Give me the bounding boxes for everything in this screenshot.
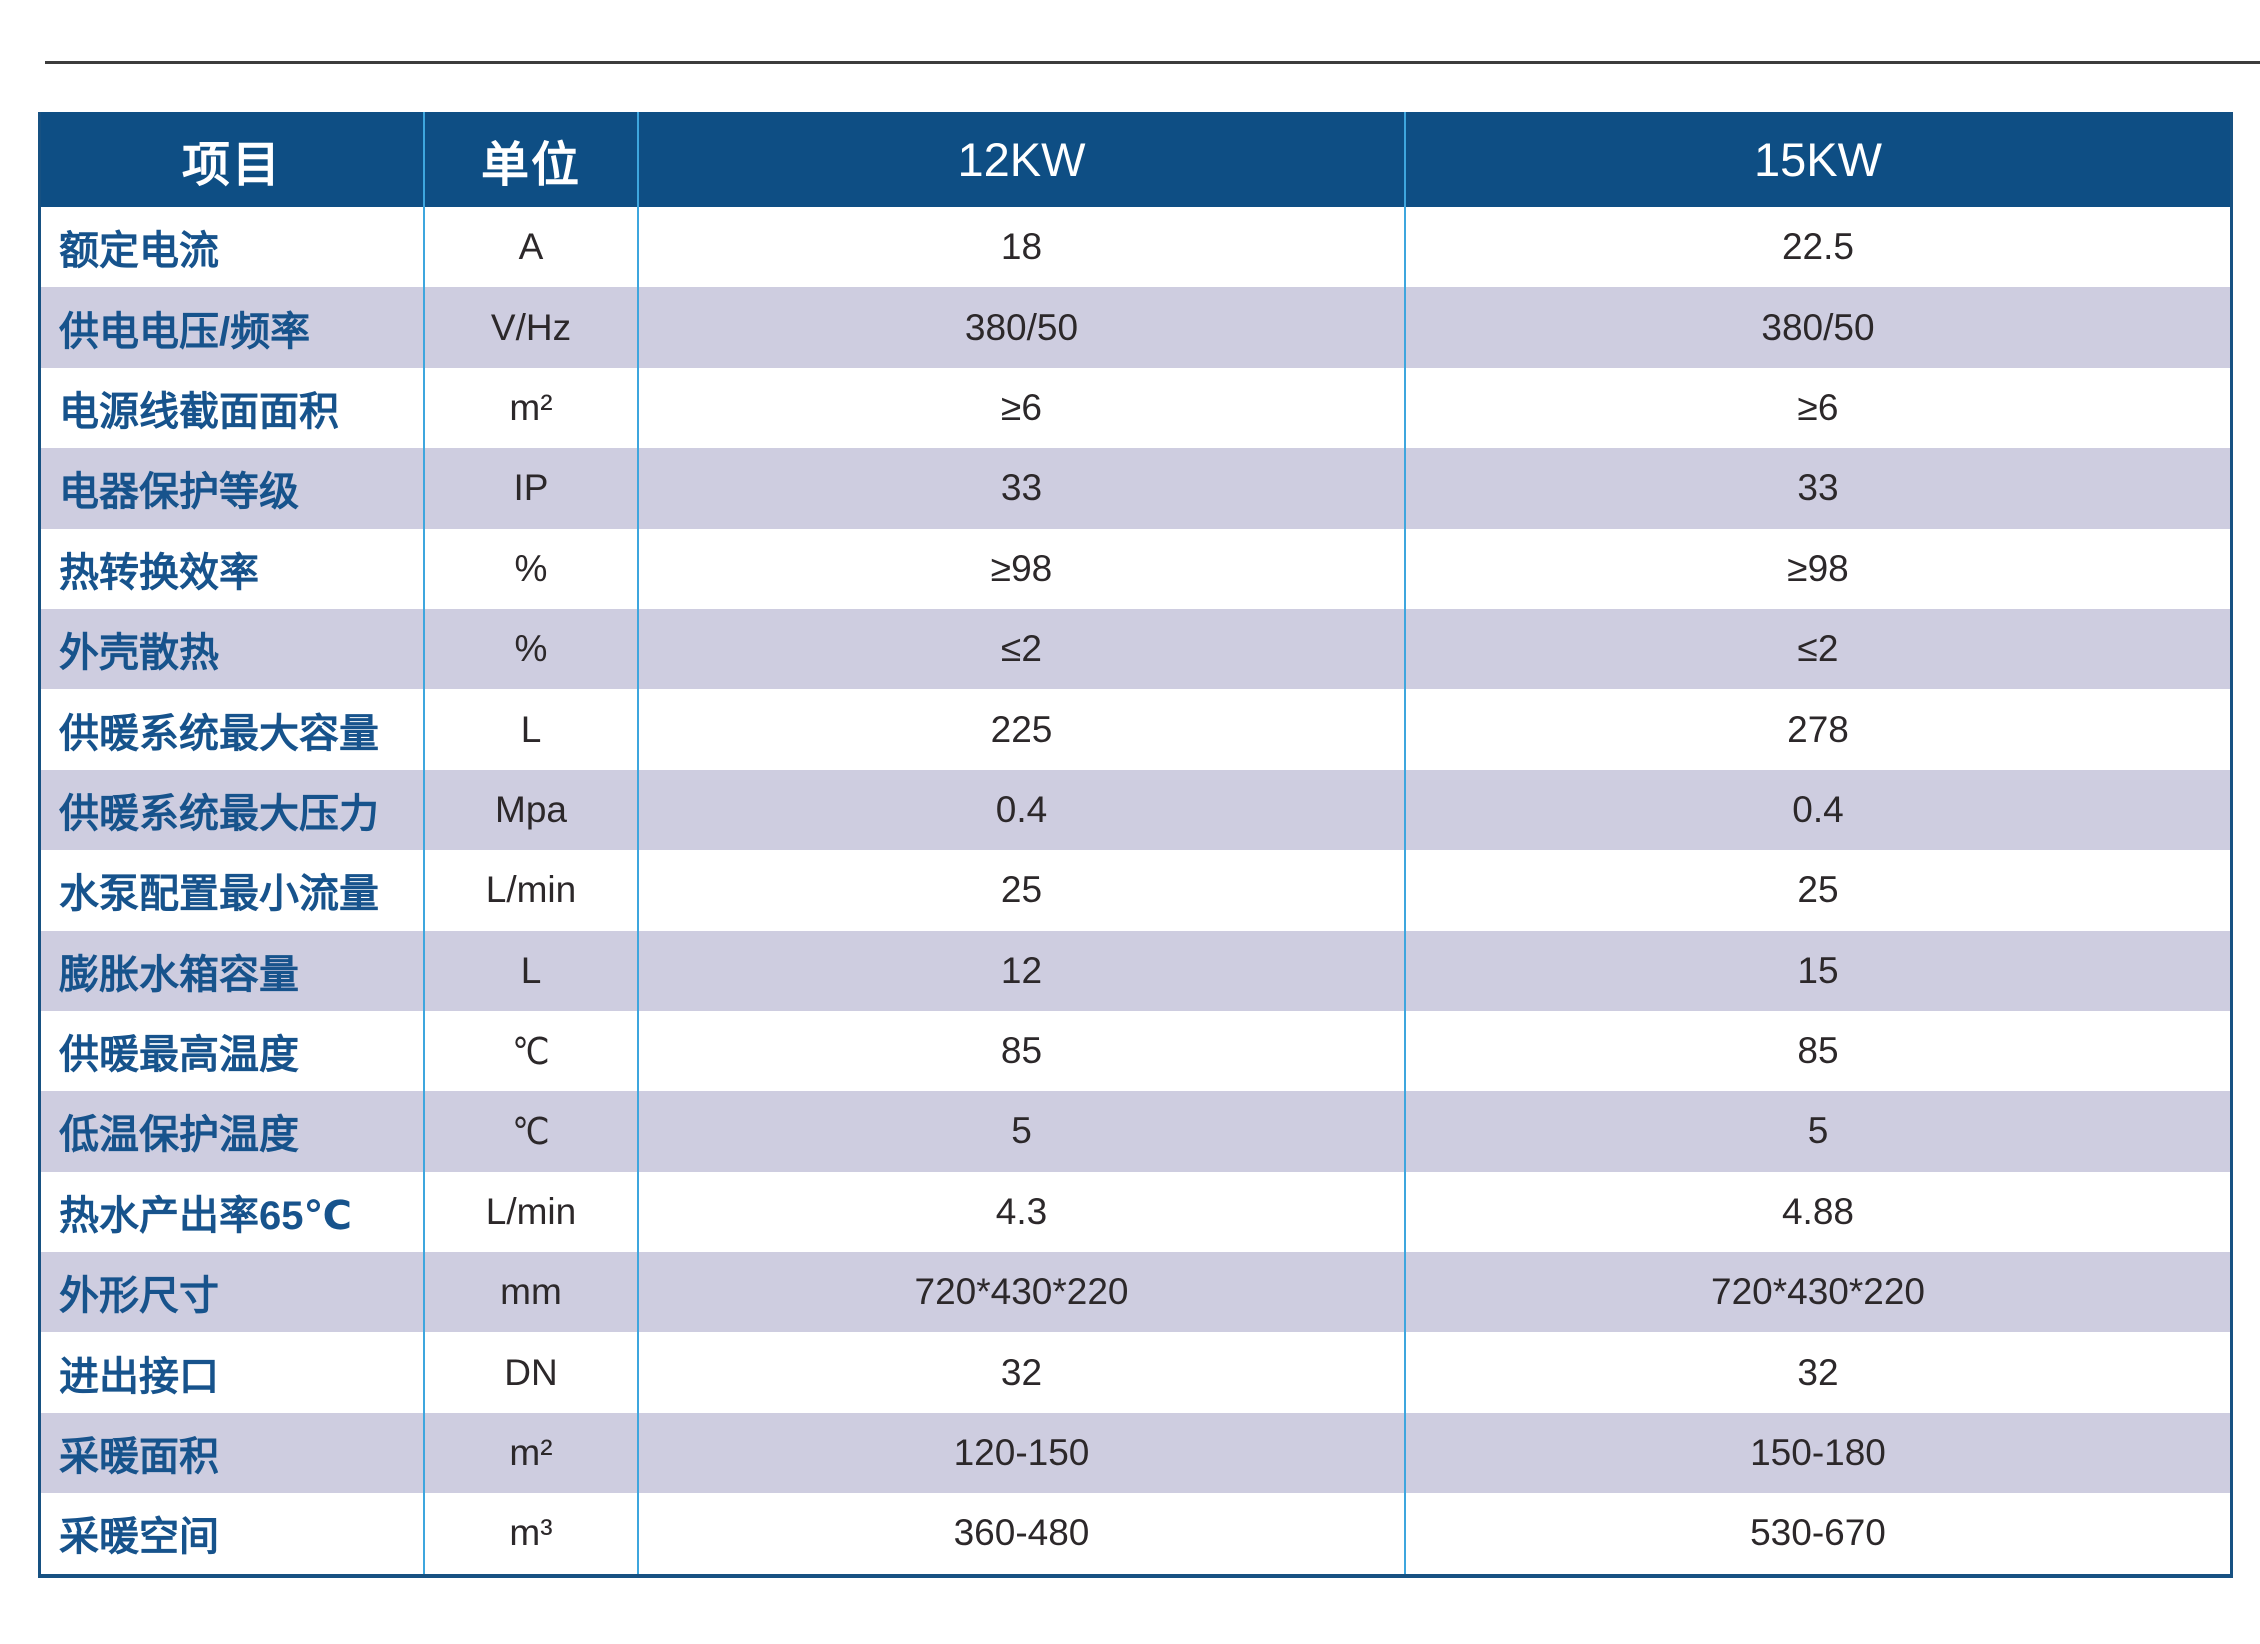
- spec-row: 低温保护温度 ℃ 5 5: [41, 1091, 2230, 1172]
- item-label-cell: 供暖最高温度: [41, 1010, 425, 1092]
- unit-cell: L: [424, 689, 639, 770]
- value-cell-15kw: 5: [1807, 1110, 1829, 1152]
- value-cell-15kw: 15: [1797, 949, 1839, 991]
- spec-row: 供暖系统最大容量 L 225 278: [41, 689, 2230, 770]
- value-cell-12kw: 380/50: [638, 287, 1406, 368]
- unit-cell: ℃: [424, 1010, 639, 1092]
- header-unit-column: 单位: [424, 112, 639, 207]
- value-cell-12kw: 0.4: [638, 769, 1406, 851]
- unit-cell: mm: [424, 1252, 639, 1333]
- unit-cell: A: [424, 207, 639, 288]
- value-cell-12kw: 32: [638, 1332, 1406, 1413]
- value-cell-15kw: 33: [1797, 467, 1839, 509]
- spec-row: 供电电压/频率 V/Hz 380/50 380/50: [41, 287, 2230, 368]
- item-label-cell: 供电电压/频率: [41, 287, 425, 368]
- top-divider-rule: [45, 61, 2260, 64]
- item-label-cell: 额定电流: [41, 207, 425, 288]
- item-label-cell: 进出接口: [41, 1332, 425, 1413]
- spec-row: 水泵配置最小流量 L/min 25 25: [41, 850, 2230, 931]
- unit-cell: m³: [424, 1493, 639, 1574]
- item-label-cell: 热转换效率: [41, 528, 425, 609]
- spec-row: 电器保护等级 IP 33 33: [41, 448, 2230, 529]
- value-cell-15kw: ≤2: [1797, 628, 1839, 670]
- value-cell-15kw: 720*430*220: [1711, 1271, 1925, 1313]
- unit-cell: m²: [424, 367, 639, 449]
- value-cell-15kw: 25: [1797, 869, 1839, 911]
- value-cell-12kw: 120-150: [638, 1412, 1406, 1494]
- value-cell-15kw: 278: [1787, 708, 1849, 750]
- value-cell-15kw: 4.88: [1781, 1190, 1854, 1232]
- spec-row: 采暖空间 m³ 360-480 530-670: [41, 1493, 2230, 1574]
- value-cell-15kw: 380/50: [1761, 306, 1875, 348]
- item-label-cell: 外形尺寸: [41, 1252, 425, 1333]
- spec-row: 热水产出率65℃ L/min 4.3 4.88: [41, 1171, 2230, 1253]
- item-label-cell: 低温保护温度: [41, 1091, 425, 1172]
- value-cell-15kw: 85: [1797, 1030, 1839, 1072]
- item-label-cell: 电源线截面面积: [41, 367, 425, 449]
- spec-row: 外形尺寸 mm 720*430*220 720*430*220: [41, 1252, 2230, 1333]
- header-item-column: 项目: [41, 112, 425, 207]
- header-row: 项目 单位 12KW 15KW: [41, 112, 2230, 207]
- item-label-cell: 电器保护等级: [41, 448, 425, 529]
- spec-row: 膨胀水箱容量 L 12 15: [41, 930, 2230, 1011]
- item-label-cell: 水泵配置最小流量: [41, 850, 425, 931]
- spec-row: 供暖最高温度 ℃ 85 85: [41, 1010, 2230, 1092]
- unit-cell: DN: [424, 1332, 639, 1413]
- unit-cell: L: [424, 930, 639, 1011]
- header-12kw-column: 12KW: [638, 112, 1406, 207]
- unit-cell: %: [424, 608, 639, 690]
- unit-cell: Mpa: [424, 769, 639, 851]
- value-cell-12kw: 33: [638, 448, 1406, 529]
- item-label-cell: 外壳散热: [41, 608, 425, 690]
- header-15kw-column: 15KW: [1405, 112, 2230, 207]
- value-cell-15kw: 0.4: [1792, 788, 1844, 830]
- value-cell-15kw: 32: [1797, 1351, 1839, 1393]
- value-cell-12kw: 360-480: [638, 1493, 1406, 1574]
- value-cell-12kw: 85: [638, 1010, 1406, 1092]
- value-cell-12kw: 12: [638, 930, 1406, 1011]
- item-label-cell: 供暖系统最大压力: [41, 769, 425, 851]
- unit-cell: m²: [424, 1412, 639, 1494]
- item-label-cell: 采暖面积: [41, 1412, 425, 1494]
- value-cell-15kw: ≥6: [1797, 386, 1839, 428]
- unit-cell: %: [424, 528, 639, 609]
- spec-table-container: 项目 单位 12KW 15KW 额定电流 A 18 22.5 供电电压/频率 V/Hz 38…: [38, 112, 2233, 1578]
- spec-row: 额定电流 A 18 22.5: [41, 207, 2230, 288]
- value-cell-12kw: 4.3: [638, 1171, 1406, 1253]
- value-cell-12kw: ≥98: [638, 528, 1406, 609]
- item-label-cell: 采暖空间: [41, 1493, 425, 1574]
- value-cell-12kw: 720*430*220: [638, 1252, 1406, 1333]
- unit-cell: L/min: [424, 850, 639, 931]
- value-cell-12kw: ≤2: [638, 608, 1406, 690]
- spec-row: 供暖系统最大压力 Mpa 0.4 0.4: [41, 769, 2230, 851]
- value-cell-15kw: ≥98: [1787, 547, 1849, 589]
- value-cell-15kw: 530-670: [1750, 1512, 1886, 1554]
- value-cell-12kw: 25: [638, 850, 1406, 931]
- spec-row: 热转换效率% ≥98 ≥98: [41, 528, 2230, 609]
- item-label-cell: 膨胀水箱容量: [41, 930, 425, 1011]
- product-spec-table: 项目 单位 12KW 15KW 额定电流 A 18 22.5 供电电压/频率 V/Hz 38…: [41, 112, 2230, 1574]
- unit-cell: L/min: [424, 1171, 639, 1253]
- value-cell-12kw: 5: [638, 1091, 1406, 1172]
- value-cell-12kw: ≥6: [638, 367, 1406, 449]
- item-label-cell: 供暖系统最大容量: [41, 689, 425, 770]
- value-cell-15kw: 22.5: [1781, 226, 1854, 268]
- value-cell-12kw: 18: [638, 207, 1406, 288]
- spec-row: 外壳散热% ≤2 ≤2: [41, 608, 2230, 690]
- spec-row: 电源线截面面积 m² ≥6 ≥6: [41, 367, 2230, 449]
- spec-row: 进出接口 DN 32 32: [41, 1332, 2230, 1413]
- unit-cell: ℃: [424, 1091, 639, 1172]
- item-label-cell: 热水产出率65℃: [41, 1171, 425, 1253]
- value-cell-15kw: 150-180: [1750, 1432, 1886, 1474]
- unit-cell: IP: [424, 448, 639, 529]
- value-cell-12kw: 225: [638, 689, 1406, 770]
- spec-row: 采暖面积 m² 120-150 150-180: [41, 1412, 2230, 1494]
- unit-cell: V/Hz: [424, 287, 639, 368]
